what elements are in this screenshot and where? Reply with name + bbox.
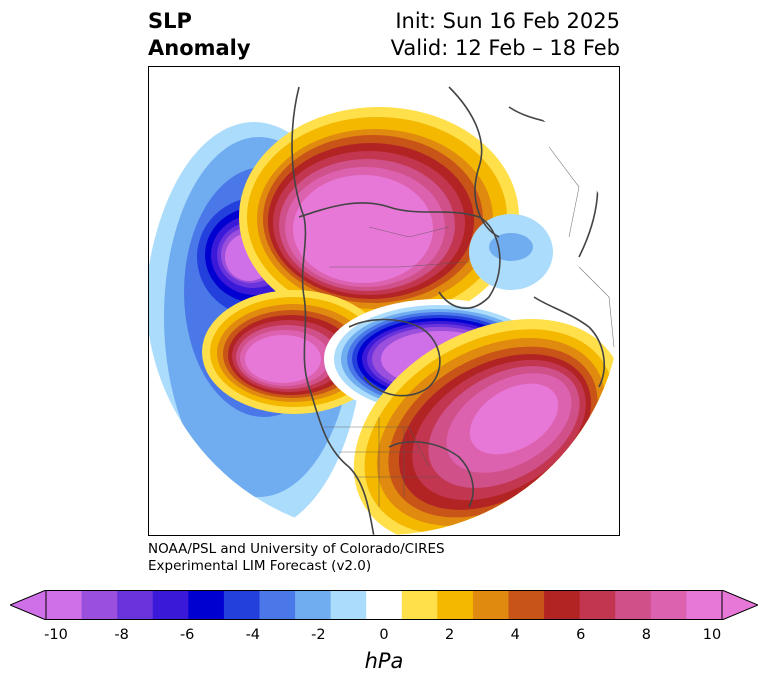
colorbar-bin [472,590,510,620]
valid-range: Valid: 12 Feb – 18 Feb [390,36,620,60]
colorbar-extend-min [10,590,47,620]
colorbar-bin [579,590,616,620]
credit-line2: Experimental LIM Forecast (v2.0) [148,558,372,574]
colorbar-tick-label: 4 [510,627,520,643]
colorbar-bin [152,590,189,620]
anomaly-map [149,67,619,535]
colorbar-ticks: -10 -8 -6 -4 -2 0 2 4 6 8 10 [0,627,768,647]
colorbar-tick-label: -10 [44,627,68,643]
arctic-high [239,107,519,327]
colorbar-tick-label: 6 [576,627,586,643]
colorbar-tick-label: 2 [444,627,455,643]
colorbar-tick-label: 0 [379,627,389,643]
colorbar-tick-label: -6 [179,627,195,643]
colorbar-bin [508,590,545,620]
credit: NOAA/PSL and University of Colorado/CIRE… [148,541,445,575]
coastlines [291,86,605,535]
colorbar-bin [437,590,474,620]
siberia-weak-low [469,214,553,290]
colorbar-bin [650,590,687,620]
contour-field [149,67,619,535]
colorbar-tick-label: -2 [311,627,326,643]
colorbar-bin [615,590,652,620]
colorbar-bin [330,590,367,620]
colorbar [10,590,758,620]
colorbar-bin [295,590,332,620]
borders [324,146,615,507]
init-date: Init: Sun 16 Feb 2025 [395,9,620,33]
colorbar-tick-label: 10 [702,627,722,643]
title-left: SLP Anomaly [148,8,251,62]
map-panel [148,66,620,536]
colorbar-bin [259,590,296,620]
colorbar-bin [686,590,723,620]
colorbar-bin [46,590,83,620]
colorbar-frame [45,590,723,620]
colorbar-tick-label: -8 [114,627,129,643]
colorbar-bin [188,590,225,620]
colorbar-bin [401,590,438,620]
field-type: Anomaly [148,36,251,60]
title-right: Init: Sun 16 Feb 2025 Valid: 12 Feb – 18… [391,8,620,62]
colorbar-unit: hPa [364,649,404,673]
colorbar-tick-label: -4 [245,627,261,643]
colorbar-extend-max [721,590,758,620]
colorbar-bin [544,590,581,620]
colorbar-bin [81,590,118,620]
colorbar-tick-label: 8 [641,627,652,643]
colorbar-bin [366,590,403,620]
credit-line1: NOAA/PSL and University of Colorado/CIRE… [148,541,445,557]
colorbar-bin [223,590,260,620]
colorbar-bin [117,590,154,620]
field-name: SLP [148,9,192,33]
